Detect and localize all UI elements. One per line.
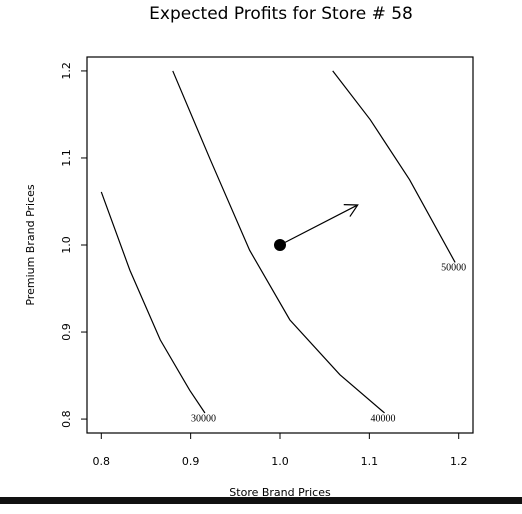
y-tick-label: 1.2 [60, 62, 73, 80]
y-tick-label: 1.0 [60, 236, 73, 254]
arrow [279, 204, 359, 246]
x-tick-label: 1.2 [450, 455, 468, 468]
x-axis-label: Store Brand Prices [229, 486, 331, 499]
x-tick-label: 1.0 [271, 455, 289, 468]
y-axis-label: Premium Brand Prices [24, 184, 37, 306]
x-tick-label: 0.8 [93, 455, 111, 468]
x-tick-label: 1.1 [361, 455, 379, 468]
chart-title: Expected Profits for Store # 58 [149, 4, 413, 24]
contour-line [100, 191, 206, 414]
contour-label: 50000 [441, 263, 466, 274]
y-tick-label: 1.1 [60, 149, 73, 167]
y-tick-label: 0.9 [60, 323, 73, 341]
contour-line [172, 70, 385, 414]
x-tick-label: 0.9 [182, 455, 200, 468]
y-tick-label: 0.8 [60, 410, 73, 428]
contour-label: 30000 [191, 413, 216, 424]
point [274, 239, 286, 251]
window-bar [0, 497, 522, 504]
contour-label: 40000 [371, 413, 396, 424]
contour-line [332, 70, 456, 263]
